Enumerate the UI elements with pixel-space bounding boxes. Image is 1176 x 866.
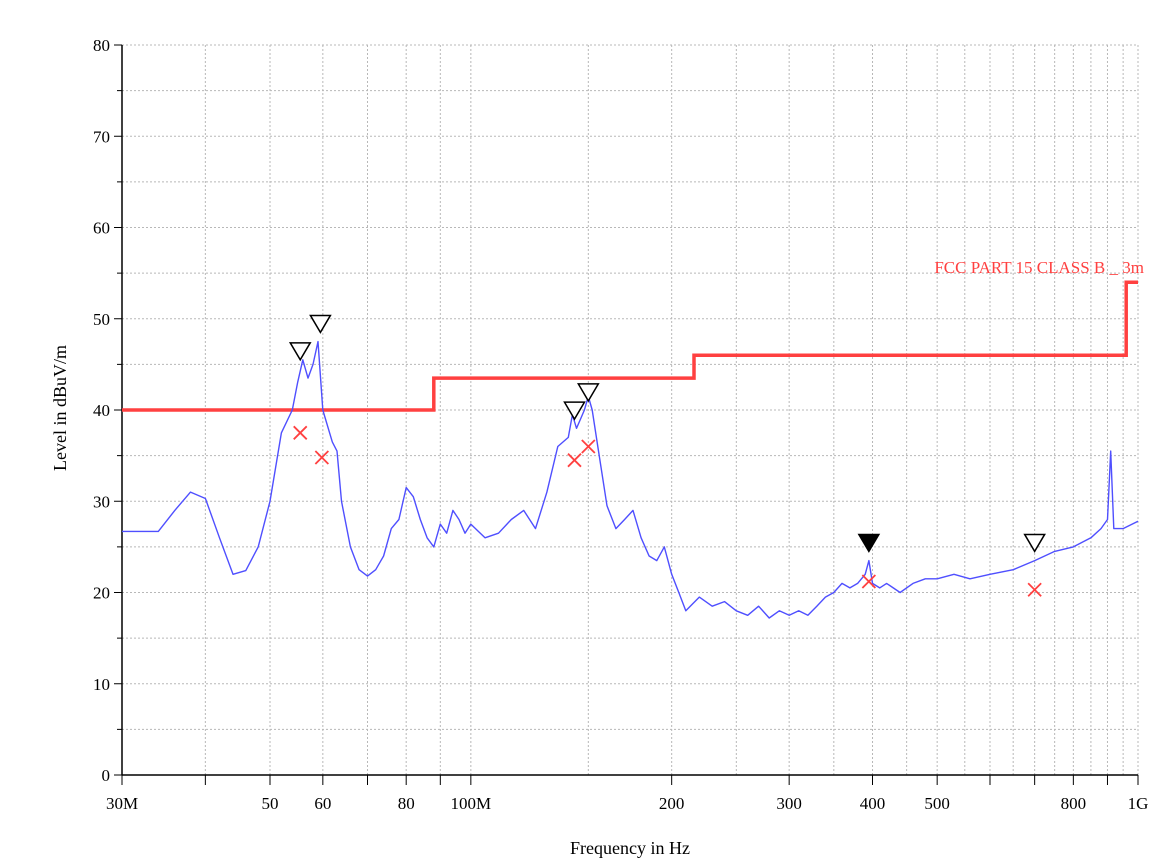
qp-point-stroke bbox=[314, 450, 330, 465]
qp-point bbox=[1027, 582, 1042, 597]
x-tick-label: 50 bbox=[262, 794, 279, 813]
series-line bbox=[122, 340, 1139, 619]
qp-point bbox=[567, 453, 582, 468]
qp-point bbox=[861, 574, 877, 589]
x-tick-label: 1G bbox=[1128, 794, 1149, 813]
limit-line bbox=[122, 280, 1138, 412]
axes: 0 10 20 30 40 50 60 70 80 30M 50 60 80 100M 200 300 400 5… bbox=[93, 36, 1148, 813]
peak-marker bbox=[857, 533, 881, 553]
x-tick-label: 80 bbox=[398, 794, 415, 813]
limit-line-group bbox=[122, 280, 1138, 412]
peak-marker bbox=[309, 314, 332, 334]
limit-label: FCC PART 15 CLASS B _ 3m bbox=[934, 258, 1144, 277]
y-tick-label: 80 bbox=[93, 36, 110, 55]
qp-point-stroke bbox=[861, 574, 877, 589]
y-tick-label: 20 bbox=[93, 584, 110, 603]
labels-group: Frequency in Hz Level in dBuV/m FCC PART… bbox=[50, 258, 1144, 858]
series-group bbox=[122, 340, 1139, 619]
qp-point bbox=[293, 425, 308, 440]
y-axis-label: Level in dBuV/m bbox=[50, 345, 70, 471]
qp-point bbox=[314, 450, 330, 465]
y-tick-label: 0 bbox=[102, 766, 111, 785]
qp-point bbox=[581, 439, 596, 454]
x-tick-label: 200 bbox=[659, 794, 685, 813]
y-tick-label: 70 bbox=[93, 127, 110, 146]
x-tick-label: 300 bbox=[776, 794, 802, 813]
qp-point-stroke bbox=[1027, 582, 1042, 597]
peak-marker bbox=[563, 401, 586, 421]
peak-marker bbox=[1023, 533, 1046, 553]
x-tick-label: 60 bbox=[314, 794, 331, 813]
y-tick-label: 60 bbox=[93, 219, 110, 238]
x-axis-label: Frequency in Hz bbox=[570, 838, 690, 858]
qp-point-stroke bbox=[581, 439, 596, 454]
x-tick-label: 500 bbox=[924, 794, 950, 813]
y-tick-label: 50 bbox=[93, 310, 110, 329]
x-tick-label: 800 bbox=[1061, 794, 1087, 813]
x-tick-label: 400 bbox=[860, 794, 886, 813]
x-tick-label: 100M bbox=[451, 794, 492, 813]
peak-marker bbox=[577, 383, 600, 403]
qp-point-stroke bbox=[567, 453, 582, 468]
qp-point-stroke bbox=[293, 425, 308, 440]
y-tick-label: 30 bbox=[93, 492, 110, 511]
y-tick-label: 40 bbox=[93, 401, 110, 420]
x-tick-label: 30M bbox=[106, 794, 138, 813]
marker-group bbox=[288, 314, 1046, 597]
y-tick-label: 10 bbox=[93, 675, 110, 694]
grid bbox=[122, 44, 1139, 775]
peak-marker bbox=[288, 342, 312, 362]
